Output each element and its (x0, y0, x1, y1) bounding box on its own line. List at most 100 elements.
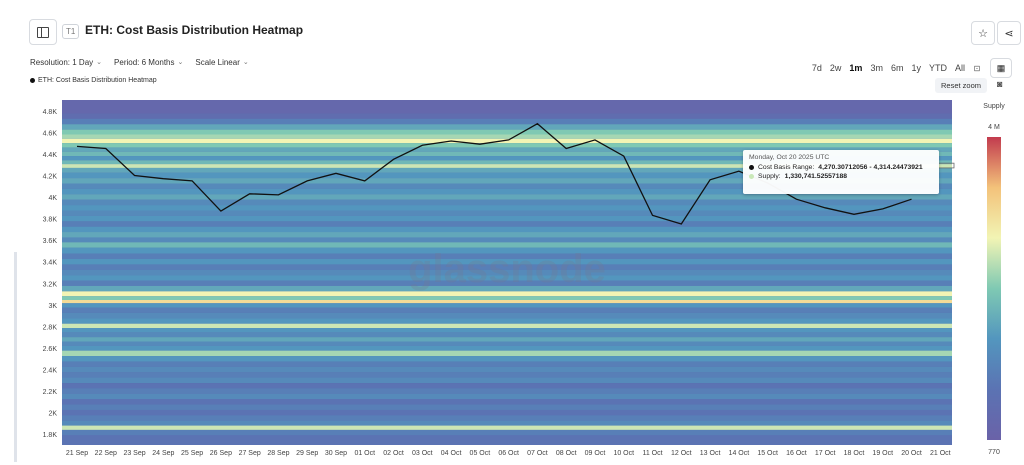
chart-controls: Resolution: 1 Day ⌄ Period: 6 Months ⌄ Sca… (30, 54, 249, 70)
range-3m-button[interactable]: 3m (870, 63, 883, 73)
chart-header: T1 ETH: Cost Basis Distribution Heatmap … (18, 10, 1021, 46)
heatmap-band (62, 361, 952, 367)
x-tick-label: 16 Oct (786, 450, 807, 457)
heatmap-band (62, 307, 952, 313)
share-icon[interactable]: ⋖ (997, 21, 1021, 45)
resolution-select[interactable]: Resolution: 1 Day ⌄ (30, 54, 102, 70)
scale-select[interactable]: Scale Linear ⌄ (195, 54, 248, 70)
x-tick-label: 29 Sep (296, 450, 318, 457)
heatmap-band (62, 151, 952, 157)
y-tick-label: 2K (48, 411, 57, 418)
x-tick-label: 18 Oct (844, 450, 865, 457)
heatmap-band (62, 124, 952, 130)
y-tick-label: 1.8K (43, 432, 58, 439)
range-all-button[interactable]: All (954, 63, 965, 73)
tooltip-supply-label: Supply: (758, 173, 781, 180)
y-tick-label: 2.8K (43, 324, 58, 331)
heatmap-band (62, 345, 952, 351)
heatmap-band (62, 147, 952, 152)
x-tick-label: 08 Oct (556, 450, 577, 457)
heatmap-band (62, 167, 952, 173)
heatmap-chart: glassnode 1.8K 2K 2.2K 2.4K 2.6K 2.8K 3K 3.2K 3.4… (43, 100, 1005, 457)
heatmap-band (62, 393, 952, 400)
x-tick-label: 21 Oct (930, 450, 951, 457)
x-tick-label: 05 Oct (470, 450, 491, 457)
range-6m-button[interactable]: 6m (890, 63, 904, 73)
heatmap-band (62, 435, 952, 445)
range-7d-button[interactable]: 7d (811, 63, 822, 73)
x-tick-label: 03 Oct (412, 450, 433, 457)
heatmap-band (62, 425, 952, 430)
y-tick-label: 3.8K (43, 217, 58, 224)
zoom-fit-icon[interactable]: ⊡ (973, 63, 981, 73)
sidebar-toggle-button[interactable] (29, 19, 57, 45)
heatmap-band (62, 199, 952, 206)
sidebar-toggle-icon (37, 26, 49, 38)
heatmap-band (62, 143, 952, 148)
x-tick-label: 06 Oct (498, 450, 519, 457)
heatmap-band (62, 312, 952, 319)
x-tick-label: 27 Sep (239, 450, 261, 457)
x-tick-label: 12 Oct (671, 450, 692, 457)
star-icon[interactable]: ☆ (971, 21, 995, 45)
heatmap-band (62, 328, 952, 333)
heatmap-band (62, 113, 952, 119)
heatmap-band (62, 188, 952, 195)
chevron-down-icon: ⌄ (242, 59, 249, 66)
legend-label: ETH: Cost Basis Distribution Heatmap (38, 77, 157, 84)
y-tick-label: 4K (48, 195, 57, 202)
x-tick-label: 15 Oct (757, 450, 778, 457)
heatmap-band (62, 210, 952, 216)
heatmap-band (62, 138, 952, 144)
x-tick-label: 23 Sep (123, 450, 145, 457)
x-tick-label: 30 Sep (325, 450, 347, 457)
x-tick-label: 11 Oct (642, 450, 662, 457)
heatmap-band (62, 409, 952, 416)
heatmap-band (62, 183, 952, 189)
heatmap-band (62, 172, 952, 179)
range-1y-button[interactable]: 1y (911, 63, 921, 73)
x-tick-label: 02 Oct (383, 450, 404, 457)
range-ytd-button[interactable]: YTD (928, 63, 947, 73)
colorbar-max-label: 4 M (988, 124, 1000, 131)
calendar-icon[interactable]: ▦ (990, 58, 1012, 78)
range-2w-button[interactable]: 2w (829, 63, 842, 73)
y-tick-label: 3K (48, 303, 57, 310)
y-tick-label: 4.8K (43, 109, 58, 116)
left-scroll-rule (14, 252, 17, 462)
period-select[interactable]: Period: 6 Months ⌄ (114, 54, 183, 70)
page-title: ETH: Cost Basis Distribution Heatmap (85, 23, 304, 37)
x-tick-label: 24 Sep (152, 450, 174, 457)
heatmap-band (62, 341, 952, 346)
heatmap-band (62, 356, 952, 362)
x-tick-label: 09 Oct (585, 450, 606, 457)
heatmap-band (62, 129, 952, 135)
heatmap-band (62, 332, 952, 338)
tooltip-range-label: Cost Basis Range: (758, 164, 815, 171)
resolution-label: Resolution: 1 Day (30, 57, 94, 67)
heatmap-band (62, 350, 952, 357)
period-label: Period: 6 Months (114, 57, 175, 67)
heatmap-band (62, 221, 952, 227)
range-1m-button[interactable]: 1m (849, 63, 863, 73)
y-tick-label: 2.2K (43, 389, 58, 396)
heatmap-band (62, 415, 952, 421)
heatmap-band (62, 160, 952, 165)
x-tick-label: 25 Sep (181, 450, 203, 457)
colorbar-label: Supply (983, 103, 1005, 110)
reset-zoom-button[interactable]: Reset zoom (935, 78, 988, 93)
camera-icon[interactable]: ◙ (997, 79, 1003, 89)
heatmap-band (62, 226, 952, 233)
heatmap-band (62, 269, 952, 276)
heatmap-band (62, 242, 952, 248)
tooltip-dot-icon (749, 165, 754, 170)
colorbar-min-label: 770 (988, 449, 1000, 456)
heatmap-band (62, 215, 952, 222)
heatmap-band (62, 420, 952, 426)
y-tick-label: 4.2K (43, 173, 58, 180)
heatmap-band (62, 232, 952, 238)
x-tick-label: 22 Sep (95, 450, 117, 457)
heatmap-band (62, 264, 952, 270)
y-tick-label: 4.4K (43, 152, 58, 159)
y-tick-label: 2.4K (43, 368, 58, 375)
